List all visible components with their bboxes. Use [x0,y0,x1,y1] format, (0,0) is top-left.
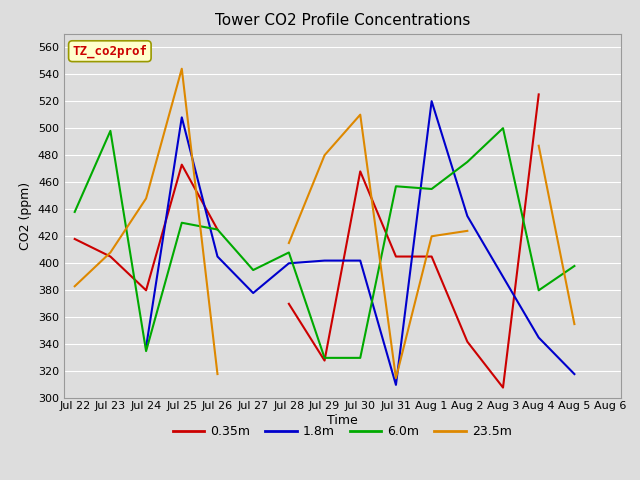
Title: Tower CO2 Profile Concentrations: Tower CO2 Profile Concentrations [214,13,470,28]
X-axis label: Time: Time [327,414,358,427]
Text: TZ_co2prof: TZ_co2prof [72,45,147,58]
Y-axis label: CO2 (ppm): CO2 (ppm) [19,182,33,250]
Legend: 0.35m, 1.8m, 6.0m, 23.5m: 0.35m, 1.8m, 6.0m, 23.5m [168,420,517,443]
